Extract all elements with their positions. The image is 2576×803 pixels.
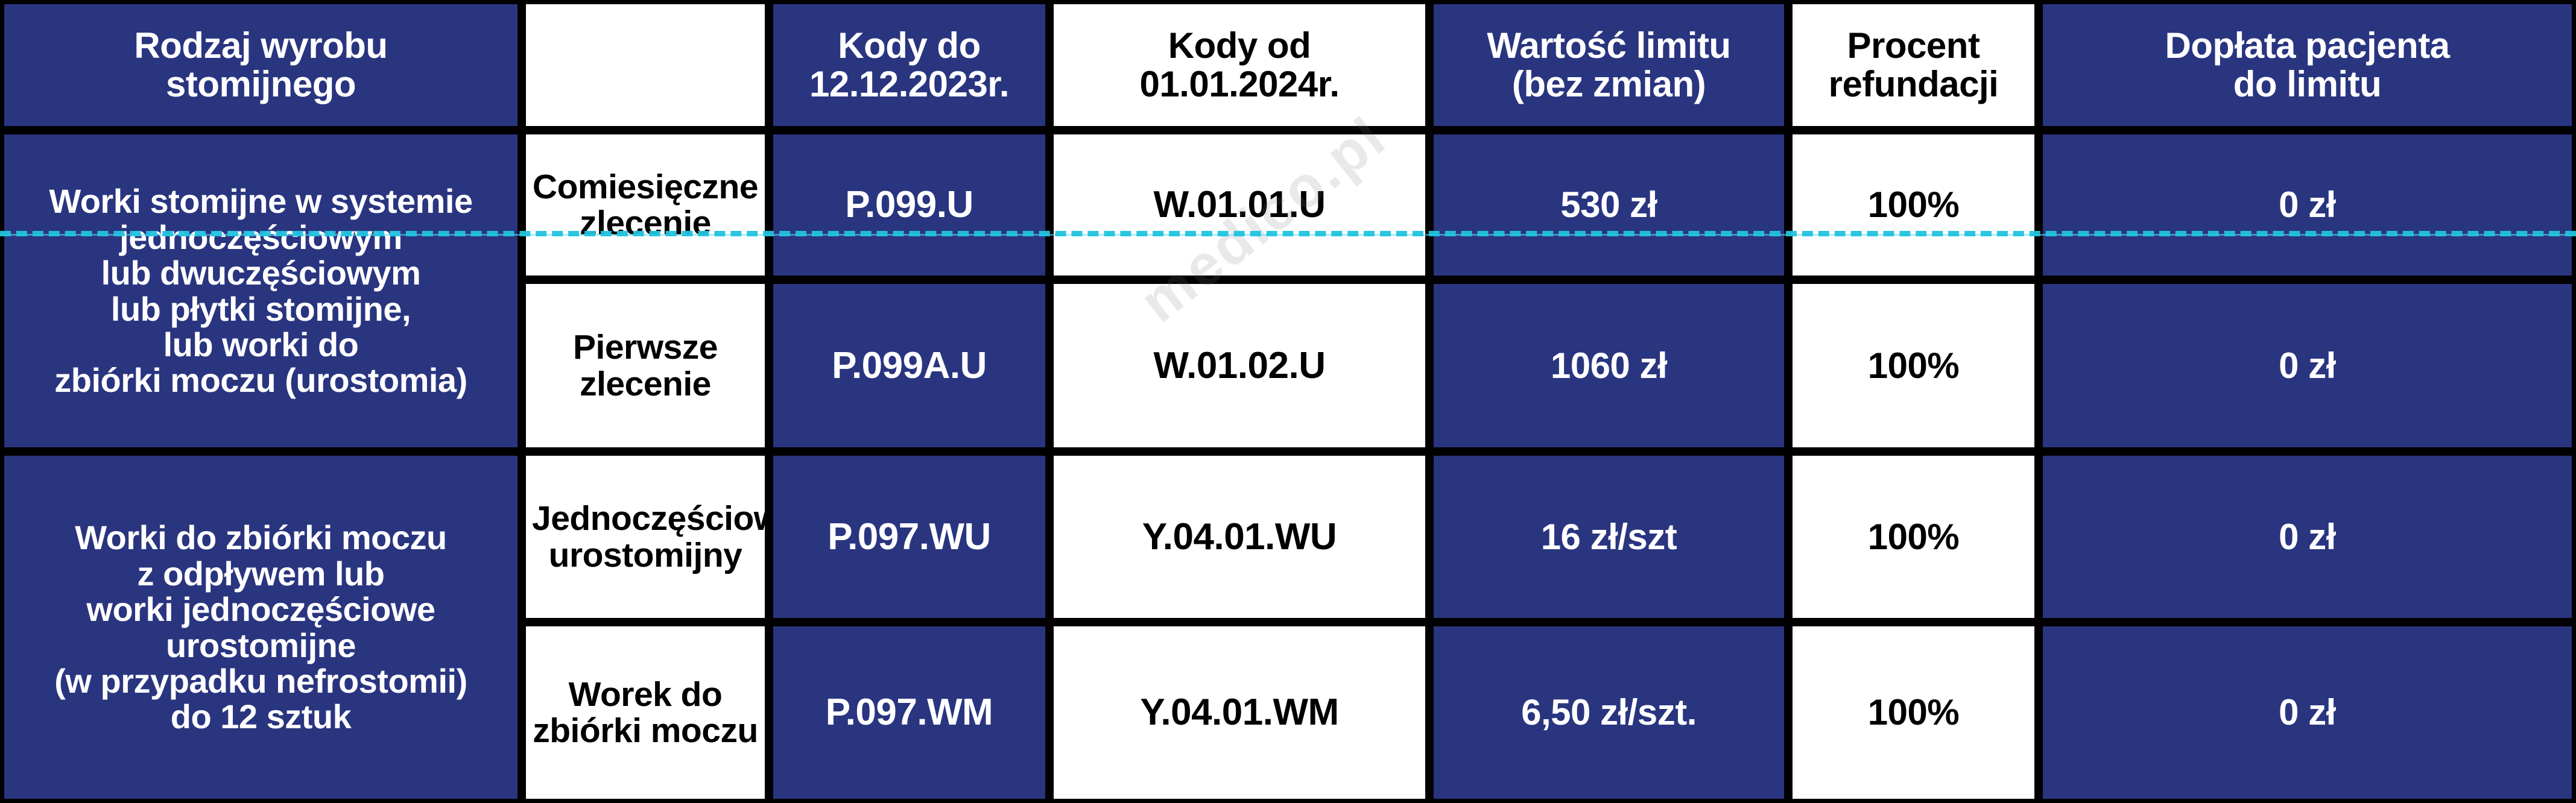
table-row: Pierwsze zlecenie P.099A.U W.01.02.U 106… bbox=[0, 280, 2576, 452]
cell-patient-copay: 0 zł bbox=[2039, 130, 2576, 280]
description-line: do 12 sztuk bbox=[170, 698, 352, 736]
header-line: refundacji bbox=[1828, 64, 1999, 104]
description-line: urostomijne bbox=[166, 626, 356, 664]
cell-code-new: Y.04.01.WU bbox=[1049, 452, 1429, 622]
subtype-line: Pierwsze bbox=[573, 328, 718, 367]
cell-limit-value: 16 zł/szt bbox=[1429, 452, 1788, 622]
header-line: Procent bbox=[1847, 25, 1980, 66]
cell-limit-value: 530 zł bbox=[1429, 130, 1788, 280]
cell-refund-percent: 100% bbox=[1788, 130, 2039, 280]
table-row: Worki stomijne w systemie jednoczęściowy… bbox=[0, 130, 2576, 452]
description-line: jednoczęściowym bbox=[119, 218, 402, 256]
cell-refund-percent: 100% bbox=[1788, 280, 2039, 452]
header-cell-codes-old: Kody do 12.12.2023r. bbox=[769, 0, 1049, 130]
cell-limit-value: 1060 zł bbox=[1429, 280, 1788, 452]
subtype-line: Jednoczęściowy bbox=[532, 499, 765, 538]
header-line: Kody od bbox=[1168, 25, 1311, 66]
cell-refund-percent: 100% bbox=[1788, 622, 2039, 803]
subtype-line: zlecenie bbox=[580, 204, 711, 242]
cell-code-old: P.099A.U bbox=[769, 280, 1049, 452]
cell-patient-copay: 0 zł bbox=[2039, 622, 2576, 803]
description-line: lub dwuczęściowym bbox=[101, 254, 421, 292]
cell-subtype: Comiesięczne zlecenie bbox=[522, 130, 769, 280]
description-line: lub worki do bbox=[163, 325, 359, 364]
cell-code-new: W.01.02.U bbox=[1049, 280, 1429, 452]
subtype-line: zbiórki moczu bbox=[533, 711, 758, 750]
table-row: Worki do zbiórki moczu z odpływem lub wo… bbox=[0, 452, 2576, 803]
header-line: (bez zmian) bbox=[1511, 64, 1706, 104]
subtype-line: urostomijny bbox=[548, 535, 742, 575]
description-line: z odpływem lub bbox=[137, 554, 385, 593]
table-header-row: Rodzaj wyrobu stomijnego Kody do 12.12.2… bbox=[0, 0, 2576, 130]
cell-patient-copay: 0 zł bbox=[2039, 452, 2576, 622]
group-description-cell-2: Worki do zbiórki moczu z odpływem lub wo… bbox=[0, 452, 522, 803]
header-cell-patient-copay: Dopłata pacjenta do limitu bbox=[2039, 0, 2576, 130]
header-line: 12.12.2023r. bbox=[809, 64, 1010, 104]
header-cell-codes-new: Kody od 01.01.2024r. bbox=[1049, 0, 1429, 130]
header-line: stomijnego bbox=[165, 64, 356, 104]
subtype-line: Comiesięczne bbox=[532, 167, 759, 206]
subtype-line: zlecenie bbox=[580, 364, 711, 403]
cell-code-old: P.099.U bbox=[769, 130, 1049, 280]
cell-code-new: W.01.01.U bbox=[1049, 130, 1429, 280]
table-row: Worek do zbiórki moczu P.097.WM Y.04.01.… bbox=[0, 622, 2576, 803]
description-line: Worki do zbiórki moczu bbox=[75, 518, 447, 557]
header-cell-product-type: Rodzaj wyrobu stomijnego bbox=[0, 0, 522, 130]
subtype-line: Worek do bbox=[568, 675, 723, 714]
header-line: Wartość limitu bbox=[1487, 25, 1731, 66]
header-cell-empty bbox=[522, 0, 769, 130]
header-cell-limit-value: Wartość limitu (bez zmian) bbox=[1429, 0, 1788, 130]
description-line: worki jednoczęściowe bbox=[86, 590, 435, 629]
cell-subtype: Jednoczęściowy urostomijny bbox=[522, 452, 769, 622]
cell-code-old: P.097.WM bbox=[769, 622, 1049, 803]
cell-code-new: Y.04.01.WM bbox=[1049, 622, 1429, 803]
description-line: Worki stomijne w systemie bbox=[49, 182, 473, 221]
header-line: 01.01.2024r. bbox=[1139, 64, 1340, 104]
cell-subtype: Worek do zbiórki moczu bbox=[522, 622, 769, 803]
cell-refund-percent: 100% bbox=[1788, 452, 2039, 622]
header-line: Kody do bbox=[838, 25, 981, 66]
cell-code-old: P.097.WU bbox=[769, 452, 1049, 622]
cell-patient-copay: 0 zł bbox=[2039, 280, 2576, 452]
group-description-cell-1: Worki stomijne w systemie jednoczęściowy… bbox=[0, 130, 522, 452]
header-cell-refund-percent: Procent refundacji bbox=[1788, 0, 2039, 130]
cell-subtype: Pierwsze zlecenie bbox=[522, 280, 769, 452]
description-line: zbiórki moczu (urostomia) bbox=[54, 361, 467, 400]
header-line: Rodzaj wyrobu bbox=[134, 25, 388, 66]
header-line: do limitu bbox=[2233, 64, 2382, 104]
description-line: (w przypadku nefrostomii) bbox=[54, 661, 467, 700]
cell-limit-value: 6,50 zł/szt. bbox=[1429, 622, 1788, 803]
header-line: Dopłata pacjenta bbox=[2165, 25, 2450, 66]
description-line: lub płytki stomijne, bbox=[110, 289, 411, 328]
